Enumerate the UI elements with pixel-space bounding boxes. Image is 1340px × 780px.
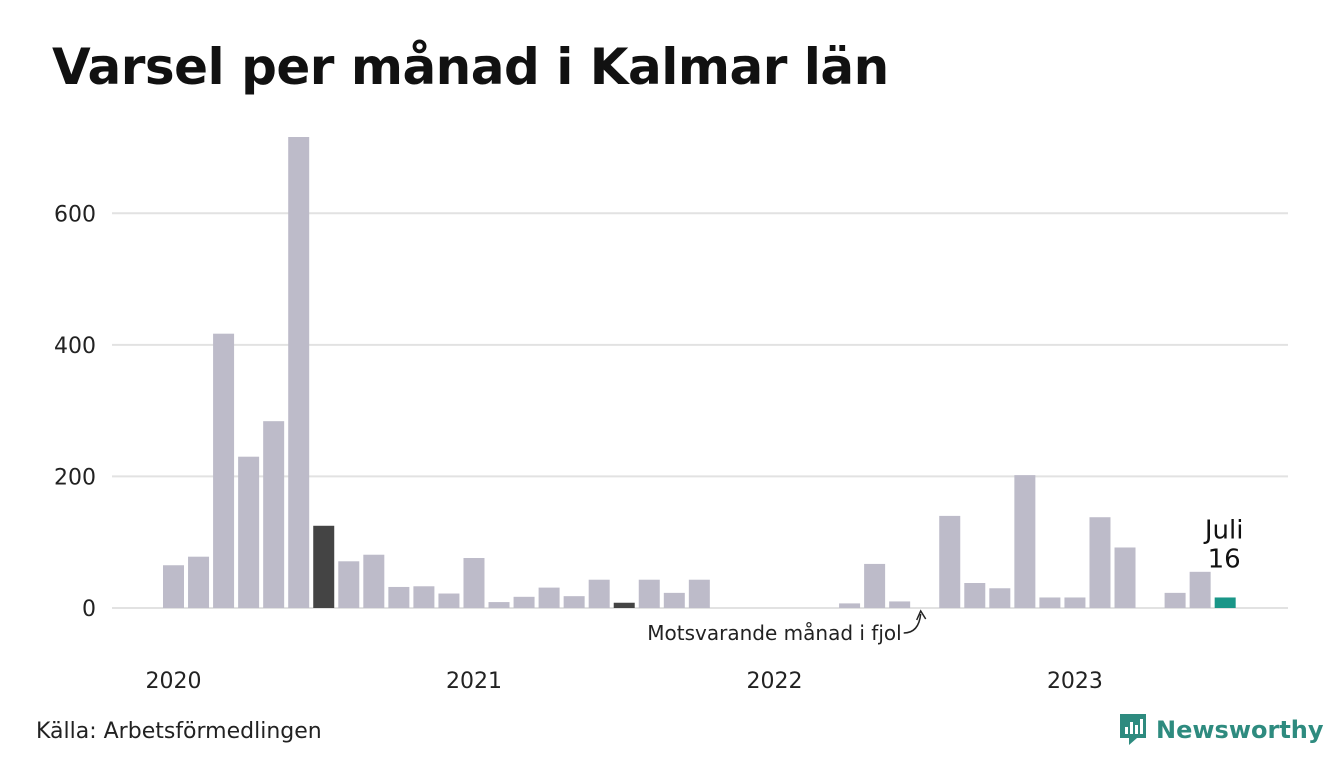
source-text: Källa: Arbetsförmedlingen [36,719,322,744]
bar [238,456,260,608]
bar [1114,547,1136,608]
bar [438,593,460,608]
bar [613,602,635,608]
annotation-text: Motsvarande månad i fjol [647,621,901,645]
bar [889,601,911,608]
bar [939,515,961,608]
bar [413,586,435,608]
current-month-label: Juli [1203,515,1244,545]
bar [588,579,610,608]
brand-name: Newsworthy [1156,716,1324,744]
bar [1039,597,1061,608]
x-axis-labels: 2020 2021 2022 2023 [146,669,1103,694]
current-value-label: 16 [1208,544,1241,574]
bar [1189,571,1211,608]
annotation-arrow-line [903,613,922,634]
bar [638,579,660,608]
x-tick-label: 2021 [446,669,502,694]
bar [188,556,210,608]
bar [864,563,886,608]
bar [463,558,485,608]
bar [688,579,710,608]
x-tick-label: 2022 [746,669,802,694]
bar [663,592,685,608]
bar [1014,475,1036,608]
bar [213,333,235,608]
bar [513,596,535,608]
bar [563,596,585,608]
bar [839,603,861,608]
x-tick-label: 2023 [1047,669,1103,694]
bar [338,561,360,608]
annotation-arrow-head [916,609,927,621]
bar [313,525,335,608]
bar [989,588,1011,608]
bar [388,586,410,608]
bars [163,137,1236,608]
y-tick-label: 600 [54,202,96,227]
y-tick-label: 0 [82,597,96,622]
x-tick-label: 2020 [146,669,202,694]
y-tick-label: 400 [54,334,96,359]
bar [964,583,986,608]
bar [1089,517,1111,608]
bar [1064,597,1086,608]
bar [488,602,510,608]
bar [538,587,560,608]
bar [1214,597,1236,608]
bar [163,565,184,608]
bar [1164,592,1186,608]
newsworthy-logo-icon [1120,714,1146,745]
y-axis-labels: 0 200 400 600 [54,202,96,622]
bar [288,137,310,608]
bar [363,554,385,608]
chart-title: Varsel per månad i Kalmar län [52,38,889,96]
y-tick-label: 200 [54,465,96,490]
brand-logo: Newsworthy [1118,712,1324,748]
bar [263,421,285,608]
